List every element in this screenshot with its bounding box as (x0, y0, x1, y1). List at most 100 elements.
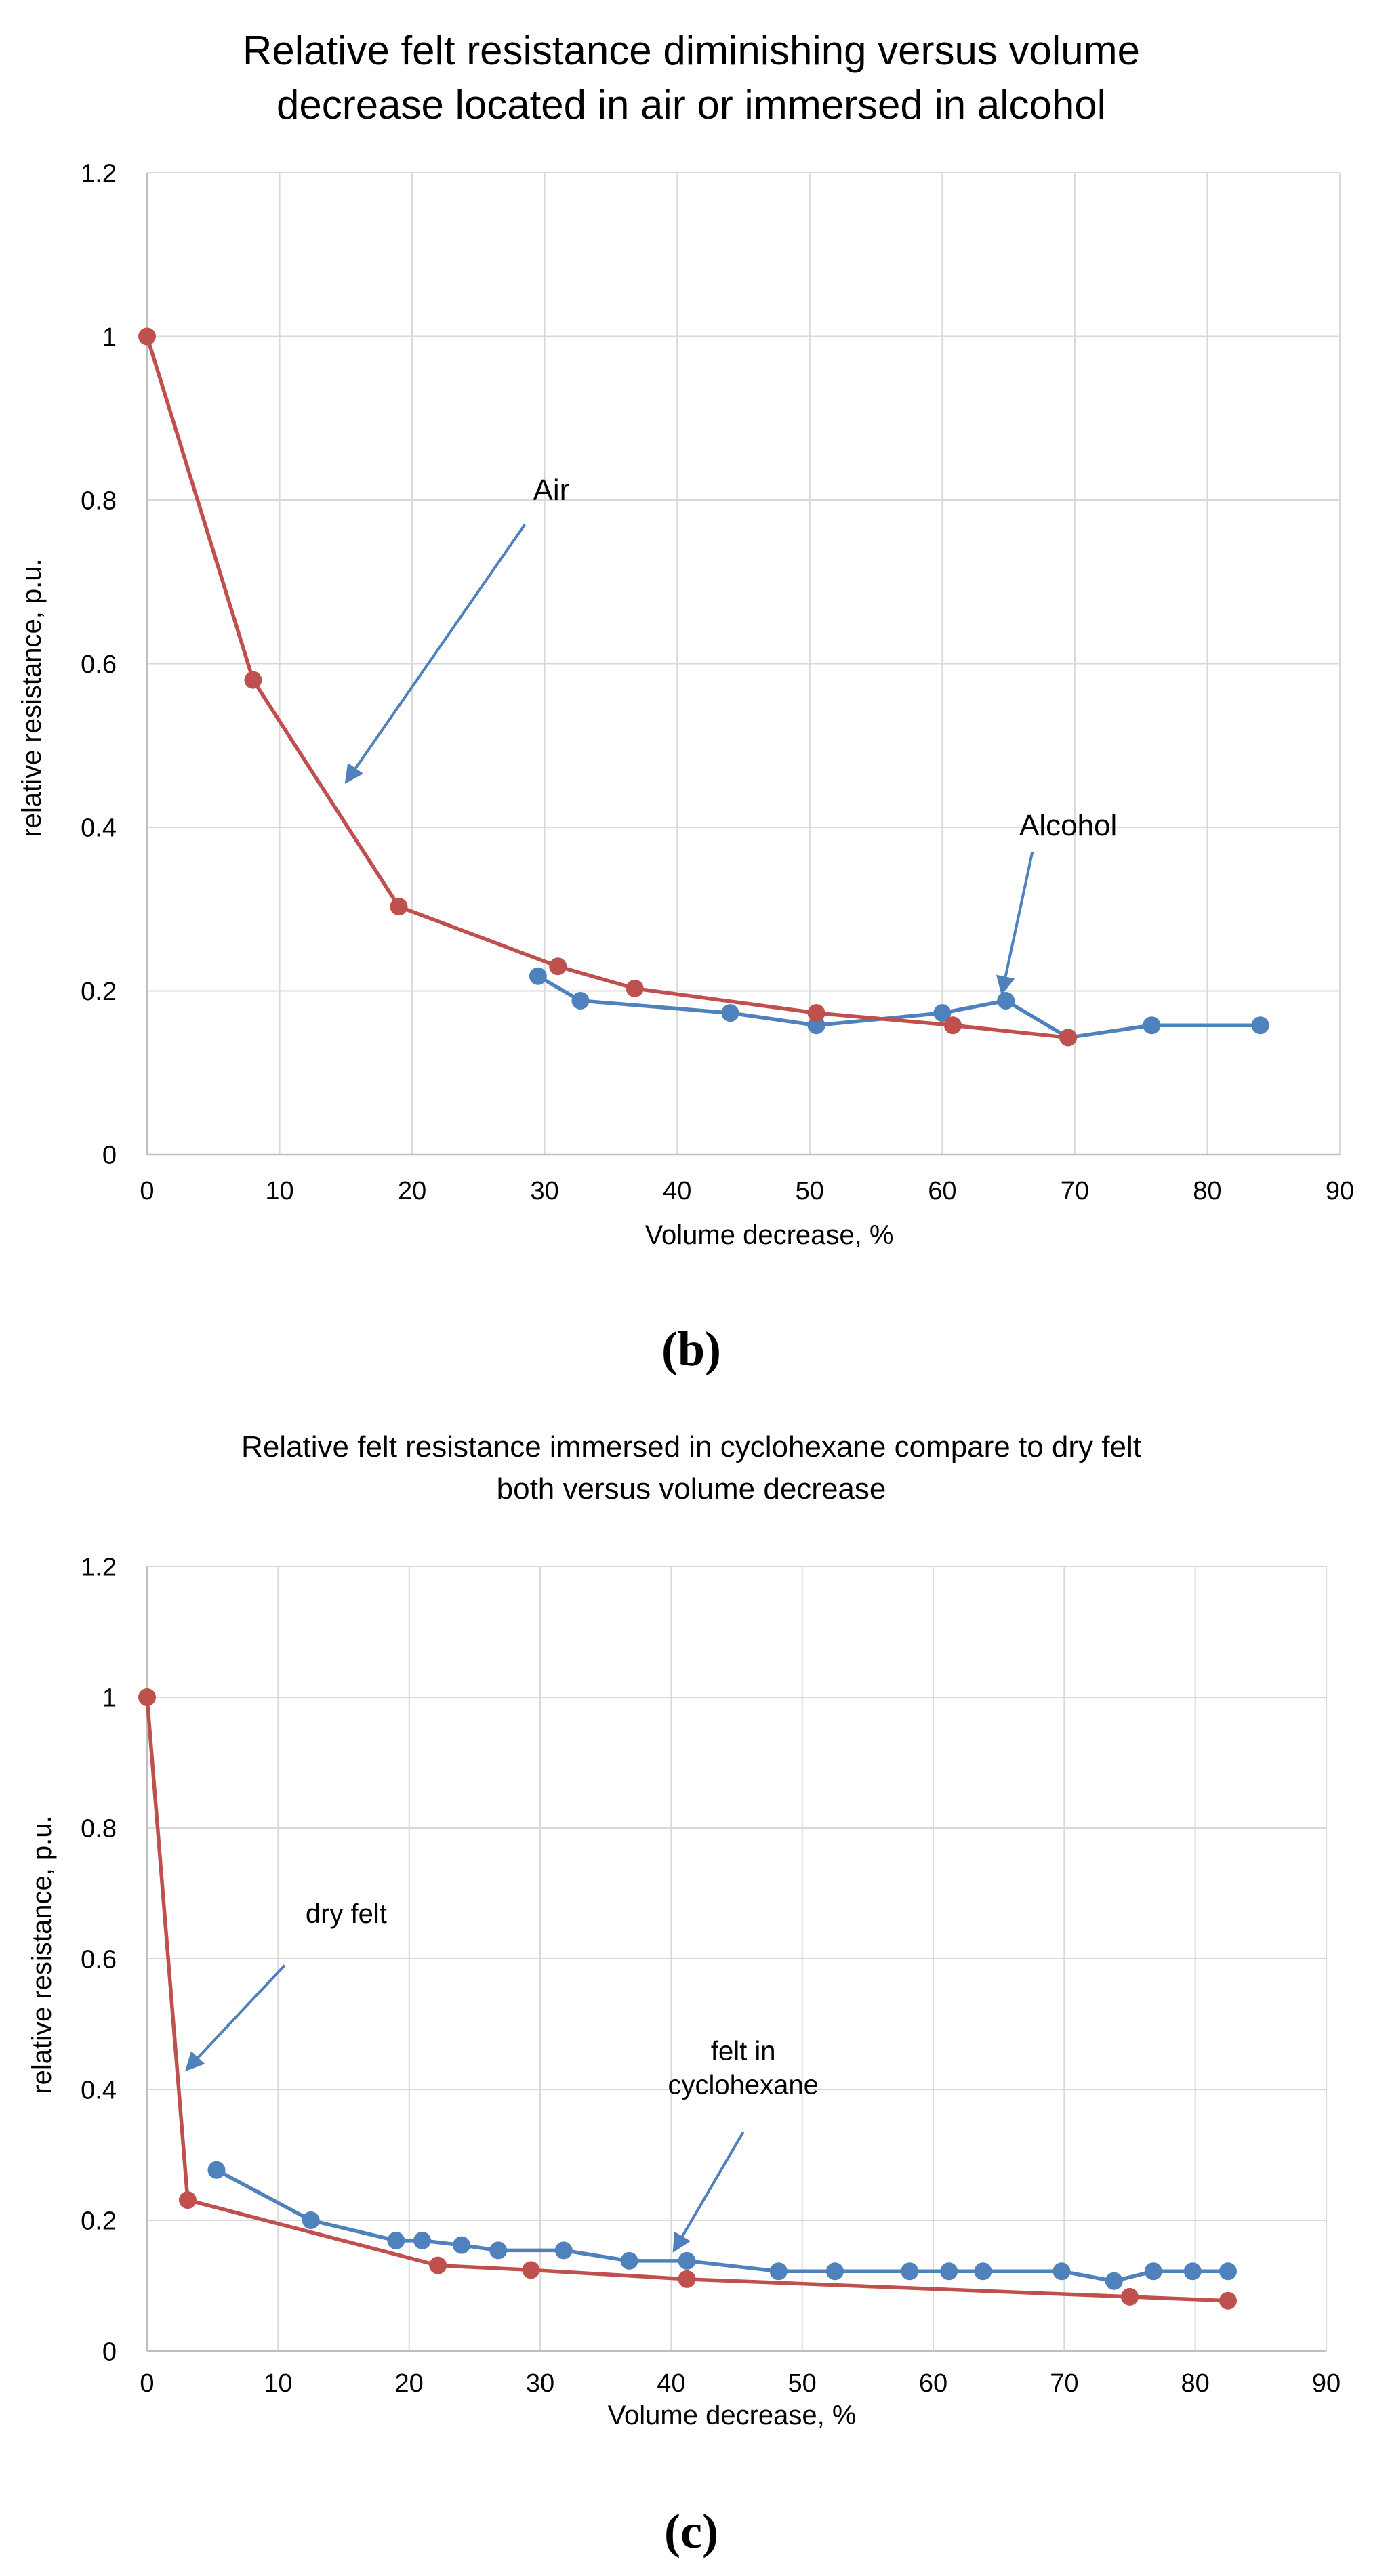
chart-c-x-tick-label-5: 50 (788, 2369, 817, 2398)
chart-b-series-air-point-6 (943, 1016, 962, 1035)
chart-b-title-line-1: Relative felt resistance diminishing ver… (243, 28, 1140, 73)
chart-c-series-felt-in-cyclohexane-line (216, 2168, 1228, 2283)
chart-c-series-felt-in-cyclohexane-point-13 (974, 2262, 992, 2281)
chart-b-x-tick-label-0: 0 (140, 1177, 154, 1205)
chart-b-series-air-point-4 (626, 979, 644, 997)
chart-b-series-air-point-3 (549, 957, 567, 976)
chart-c-series-dry-felt-point-2 (429, 2256, 447, 2274)
panel-label-c: (c) (664, 2504, 718, 2558)
chart-b-x-tick-label-1: 10 (265, 1177, 293, 1205)
chart-c-y-tick-labels: 0 0.2 0.4 0.6 0.8 1 1.2 (81, 1553, 117, 2366)
chart-b-series-air-point-5 (807, 1004, 825, 1022)
chart-c-y-tick-label-1: 0.2 (81, 2207, 117, 2235)
chart-b-y-tick-labels: 0 0.2 0.4 0.6 0.8 1 1.2 (81, 159, 117, 1169)
chart-c-y-tick-label-3: 0.6 (81, 1945, 117, 1974)
chart-b-y-tick-label-5: 1 (102, 323, 117, 352)
chart-b-x-tick-label-2: 20 (398, 1177, 426, 1205)
annotation-alcohol-arrow (996, 851, 1034, 995)
chart-b-y-tick-label-6: 1.2 (81, 159, 117, 188)
chart-c-x-tick-label-7: 70 (1050, 2369, 1078, 2398)
chart-b-series-air-point-7 (1059, 1029, 1078, 1047)
chart-b-x-axis-label: Volume decrease, % (645, 1220, 894, 1250)
chart-b-series-alcohol-point-5 (997, 991, 1015, 1010)
chart-b-series-air-line (145, 335, 1069, 1040)
chart-b-y-tick-label-3: 0.6 (81, 650, 117, 679)
chart-c-x-tick-label-9: 90 (1312, 2369, 1341, 2398)
chart-b-x-tick-label-4: 40 (663, 1177, 691, 1205)
chart-c-series (138, 1688, 1237, 2310)
chart-c-series-felt-in-cyclohexane-point-10 (826, 2262, 844, 2281)
chart-c-y-axis-label: relative resistance, p.u. (27, 1815, 57, 2094)
chart-c-title-line-1: Relative felt resistance immersed in cyc… (241, 1430, 1141, 1463)
chart-b-annotations: Air Alcohol (344, 474, 1117, 995)
chart-b-series-air-point-1 (244, 671, 262, 689)
chart-c-x-tick-labels: 0 10 20 30 40 50 60 70 80 90 (140, 2369, 1341, 2398)
chart-c-x-tick-label-3: 30 (526, 2369, 554, 2398)
annotation-alcohol-label: Alcohol (1019, 809, 1117, 842)
chart-c-series-dry-felt-point-4 (678, 2270, 696, 2288)
chart-c-series-felt-in-cyclohexane-point-17 (1183, 2262, 1202, 2281)
chart-b-series-alcohol-point-3 (807, 1016, 825, 1035)
chart-c-series-dry-felt-point-1 (178, 2191, 197, 2209)
chart-b-x-tick-label-7: 70 (1061, 1177, 1089, 1205)
chart-b-series-alcohol-point-4 (933, 1004, 952, 1022)
chart-b-x-tick-labels: 0 10 20 30 40 50 60 70 80 90 (140, 1177, 1354, 1205)
annotation-felt-in-cyclohexane-arrow (672, 2131, 745, 2253)
chart-c-x-tick-label-6: 60 (919, 2369, 947, 2398)
chart-c-series-dry-felt-point-5 (1121, 2287, 1139, 2306)
chart-c: Relative felt resistance immersed in cyc… (27, 1430, 1341, 2430)
chart-b-x-tick-label-6: 60 (928, 1177, 956, 1205)
chart-b-x-tick-label-9: 90 (1326, 1177, 1354, 1205)
annotation-felt-in-cyclohexane-label-line-1: felt in (711, 2037, 776, 2066)
chart-b-y-tick-label-4: 0.8 (81, 486, 117, 515)
chart-c-series-felt-in-cyclohexane-point-1 (302, 2211, 320, 2229)
chart-b-x-tick-label-5: 50 (796, 1177, 824, 1205)
chart-b-grid (146, 172, 1341, 1155)
chart-c-x-axis-label: Volume decrease, % (608, 2401, 857, 2430)
chart-b-series-alcohol-point-0 (529, 967, 547, 985)
chart-b-title-line-2: decrease located in air or immersed in a… (277, 82, 1106, 127)
chart-c-series-dry-felt-line (145, 1697, 1229, 2303)
chart-b-y-tick-label-1: 0.2 (81, 978, 117, 1006)
chart-c-series-dry-felt-point-3 (522, 2261, 540, 2279)
chart-c-series-felt-in-cyclohexane-point-18 (1219, 2262, 1237, 2281)
chart-b-x-tick-label-8: 80 (1193, 1177, 1221, 1205)
chart-c-series-felt-in-cyclohexane-point-16 (1144, 2262, 1162, 2281)
chart-b-series (138, 327, 1269, 1047)
chart-b-series-alcohol-point-7 (1143, 1016, 1161, 1035)
chart-b-series-alcohol-point-1 (571, 991, 590, 1010)
chart-c-grid (146, 1566, 1327, 2352)
chart-c-x-tick-label-0: 0 (140, 2369, 154, 2398)
chart-c-series-dry-felt-point-0 (138, 1688, 156, 1706)
chart-b-series-alcohol-point-8 (1251, 1016, 1269, 1035)
chart-c-series-dry-felt-point-6 (1219, 2291, 1237, 2310)
chart-c-series-felt-in-cyclohexane-point-5 (489, 2241, 508, 2260)
chart-c-x-tick-label-8: 80 (1181, 2369, 1210, 2398)
chart-c-series-felt-in-cyclohexane-point-14 (1052, 2262, 1071, 2281)
chart-c-title-line-2: both versus volume decrease (497, 1472, 886, 1505)
chart-c-x-tick-label-2: 20 (395, 2369, 424, 2398)
chart-c-y-tick-label-5: 1 (102, 1684, 117, 1712)
annotation-dry-felt-label: dry felt (306, 1899, 387, 1929)
annotation-felt-in-cyclohexane-label-line-2: cyclohexane (668, 2071, 818, 2100)
chart-c-y-tick-label-0: 0 (102, 2338, 117, 2366)
annotation-air-arrow (344, 524, 526, 784)
chart-c-y-tick-label-2: 0.4 (81, 2076, 117, 2104)
chart-c-y-tick-label-6: 1.2 (81, 1553, 117, 1581)
chart-c-series-felt-in-cyclohexane-point-9 (769, 2262, 788, 2281)
chart-c-series-felt-in-cyclohexane-point-3 (413, 2231, 431, 2249)
chart-b-series-air-point-2 (390, 898, 408, 916)
chart-c-series-felt-in-cyclohexane-point-15 (1105, 2272, 1123, 2290)
annotation-air-label: Air (533, 474, 570, 507)
chart-c-series-felt-in-cyclohexane-point-7 (620, 2251, 638, 2270)
chart-c-x-tick-label-4: 40 (657, 2369, 685, 2398)
chart-b-y-tick-label-0: 0 (102, 1141, 117, 1169)
chart-b-series-alcohol-point-2 (721, 1004, 739, 1022)
chart-b-x-tick-label-3: 30 (531, 1177, 559, 1205)
panel-label-b: (b) (661, 1322, 721, 1376)
chart-c-series-felt-in-cyclohexane-point-11 (901, 2262, 919, 2281)
chart-c-series-felt-in-cyclohexane-point-8 (678, 2251, 696, 2270)
chart-c-series-felt-in-cyclohexane-point-12 (940, 2262, 958, 2281)
chart-c-series-felt-in-cyclohexane-point-2 (387, 2231, 405, 2249)
